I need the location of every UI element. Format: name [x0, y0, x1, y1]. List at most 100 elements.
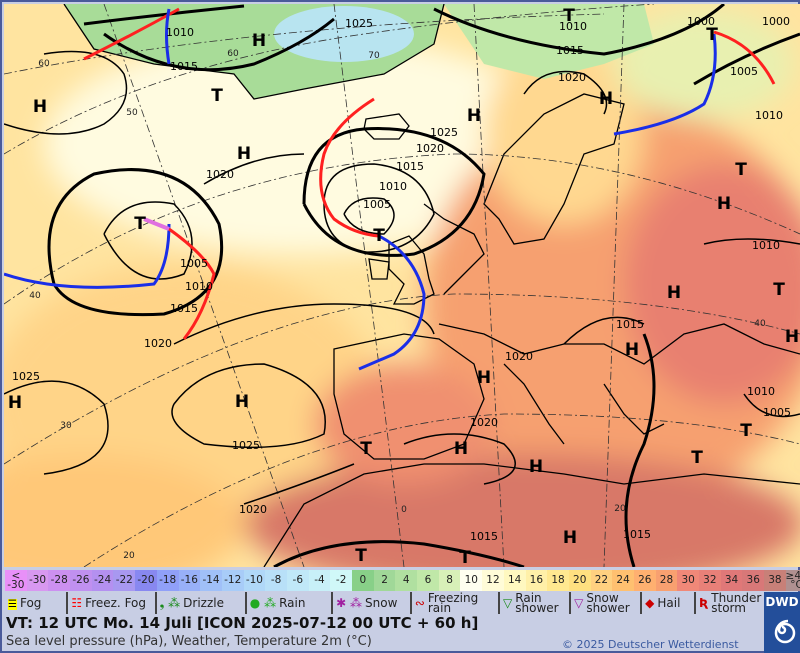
graticule-label: 20: [614, 504, 626, 514]
pressure-label: 1010: [747, 385, 775, 398]
legend-label: Thunder storm: [711, 592, 762, 614]
pressure-label: 1015: [170, 60, 198, 73]
pressure-label: 1010: [379, 180, 407, 193]
pressure-label: 1025: [12, 370, 40, 383]
high-pressure-center: H: [563, 528, 577, 548]
pressure-label: 1005: [730, 65, 758, 78]
high-pressure-center: H: [33, 97, 47, 117]
low-pressure-center: T: [740, 421, 752, 441]
scale-swatch: 12: [482, 570, 504, 591]
low-pressure-center: T: [355, 546, 367, 566]
scale-swatch: 6: [417, 570, 439, 591]
low-pressure-center: T: [563, 6, 575, 26]
scale-swatch: 30: [677, 570, 699, 591]
scale-swatch: 18: [547, 570, 569, 591]
rain-shower-icon: ▽: [503, 596, 513, 610]
legend-label: Snow shower: [586, 592, 630, 614]
map-canvas: 60 50 60 70 40 30 20 0 40 20 1010 1025 1010 1000 1000…: [4, 4, 800, 567]
scale-swatch: 26: [633, 570, 656, 591]
scale-swatch: -10: [243, 570, 266, 591]
legend-label: Drizzle: [183, 596, 224, 610]
weather-map: 60 50 60 70 40 30 20 0 40 20 1010 1025 1010 1000 1000…: [4, 4, 800, 567]
scale-swatch: -12: [221, 570, 244, 591]
valid-time: VT: 12 UTC Mo. 14 Juli [ICON 2025-07-12 …: [6, 614, 479, 632]
scale-swatch: 16: [525, 570, 548, 591]
graticule: [4, 4, 800, 567]
scale-swatch: 2: [373, 570, 396, 591]
legend-item: ▽ Rain shower: [500, 592, 572, 614]
freezing-fog-icon: ☷: [71, 596, 83, 610]
low-pressure-center: T: [735, 160, 747, 180]
pressure-label: 1000: [687, 15, 715, 28]
legend-item: ● ⁂ Rain: [247, 592, 334, 614]
chart-description: Sea level pressure (hPa), Weather, Tempe…: [6, 634, 372, 649]
high-pressure-center: H: [235, 392, 249, 412]
scale-swatch: 4: [395, 570, 418, 591]
pressure-label: 1015: [556, 44, 584, 57]
pressure-label: 1020: [239, 503, 267, 516]
scale-swatch: -6: [286, 570, 309, 591]
fog-icon: ☰: [8, 598, 17, 610]
high-pressure-center: H: [599, 89, 613, 109]
legend-item: Ʀ Thunder storm: [696, 592, 762, 614]
pressure-label: 1010: [755, 109, 783, 122]
graticule-label: 60: [38, 59, 50, 69]
isobars: [4, 4, 800, 567]
graticule-label: 70: [368, 51, 380, 61]
pressure-label: 1010: [166, 26, 194, 39]
fronts: [4, 7, 776, 371]
scale-swatch: -30: [26, 570, 49, 591]
scale-swatch: < -30: [5, 570, 27, 591]
graticule-label: 60: [227, 49, 239, 59]
pressure-label: 1010: [752, 239, 780, 252]
low-pressure-center: T: [211, 86, 223, 106]
thunderstorm-icon: Ʀ: [699, 596, 709, 610]
high-pressure-center: H: [717, 194, 731, 214]
pressure-label: 1005: [763, 406, 791, 419]
scale-swatch: -22: [113, 570, 136, 591]
low-pressure-center: T: [691, 448, 703, 468]
scale-swatch: 36: [742, 570, 765, 591]
graticule-label: 20: [123, 551, 135, 561]
scale-swatch: 0: [352, 570, 374, 591]
low-pressure-labels: T T T T T T T T T T T T: [134, 6, 785, 567]
graticule-label: 0: [401, 505, 407, 515]
arctic-sea-temperature: [444, 4, 654, 79]
scale-swatch: 10: [460, 570, 483, 591]
pressure-label: 1015: [470, 530, 498, 543]
pressure-label: 1025: [430, 126, 458, 139]
pressure-label: 1020: [505, 350, 533, 363]
legend-label: Freezing rain: [427, 592, 479, 614]
high-pressure-center: H: [667, 283, 681, 303]
graticule-label: 30: [60, 421, 72, 431]
weather-symbol-legend: ☰ Fog ☷ Freez. Fog ❟ ⁂ Drizzle ● ⁂ Rain ✱ ⁂ Snow ∾…: [5, 592, 762, 614]
snow-shower-icon: ▽: [574, 596, 584, 610]
scale-swatch: 22: [590, 570, 613, 591]
graticule-labels: 60 50 60 70 40 30 20 0 40 20: [29, 49, 766, 561]
pressure-label: 1020: [144, 337, 172, 350]
cold-front-central: [358, 234, 426, 371]
high-pressure-center: H: [477, 368, 491, 388]
low-pressure-center: T: [134, 214, 146, 234]
low-pressure-center: T: [773, 280, 785, 300]
legend-label: Hail: [657, 596, 681, 610]
legend-item: ◆ Hail: [642, 592, 696, 614]
legend-item: ☰ Fog: [5, 592, 69, 614]
scale-swatch: -20: [135, 570, 157, 591]
pressure-label: 1015: [616, 318, 644, 331]
temperature-color-scale: < -30 -30 -28 -26 -24 -22 -20 -18 -16 -14 -12 -10 -8…: [5, 570, 800, 591]
scale-swatch: 32: [699, 570, 721, 591]
legend-label: Snow: [365, 596, 398, 610]
scale-swatch: -8: [265, 570, 287, 591]
pressure-label: 1020: [558, 71, 586, 84]
pressure-label: 1015: [170, 302, 198, 315]
legend-item: ☷ Freez. Fog: [68, 592, 157, 614]
cold-front-west: [4, 223, 171, 289]
low-pressure-center: T: [459, 548, 471, 567]
scale-swatch: -18: [156, 570, 179, 591]
pressure-label: 1025: [232, 439, 260, 452]
scale-swatch: 24: [612, 570, 634, 591]
copyright: © 2025 Deutscher Wetterdienst: [562, 638, 739, 651]
scale-swatch: ≥40 °C: [786, 570, 800, 591]
high-pressure-center: H: [8, 393, 22, 413]
